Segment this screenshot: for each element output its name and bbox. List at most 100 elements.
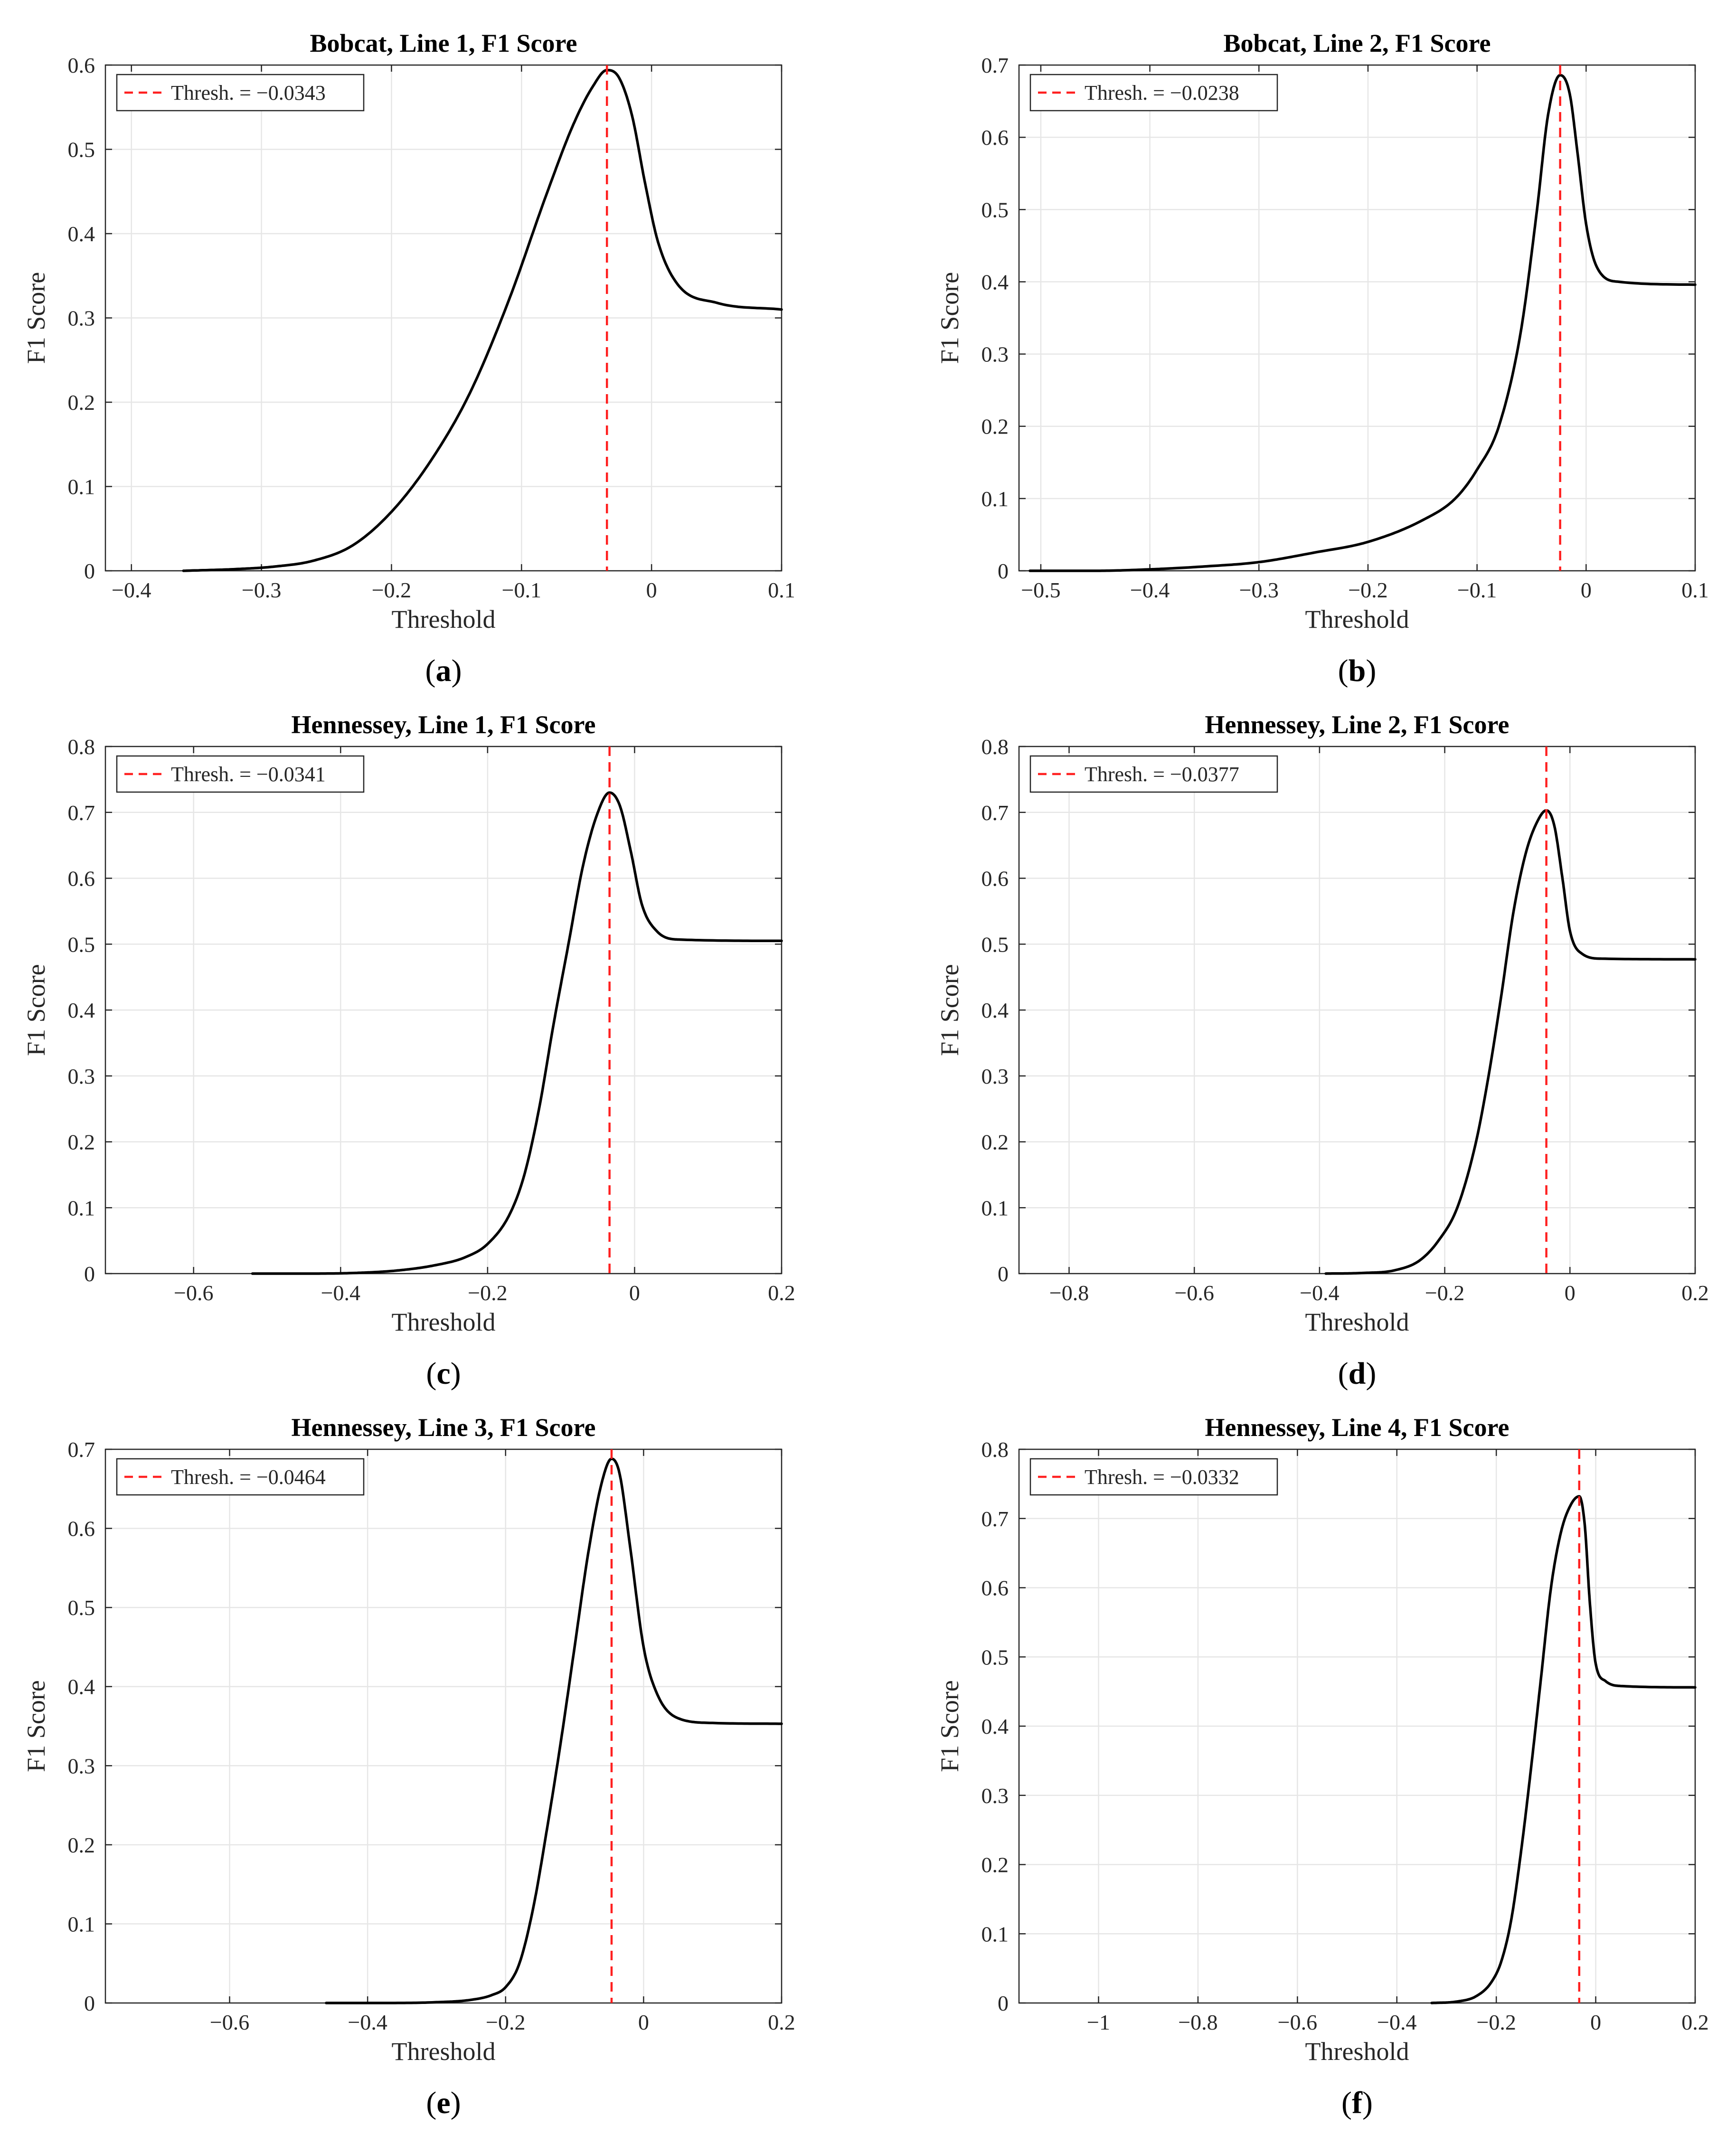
x-axis-label: Threshold	[392, 2037, 496, 2066]
f1-score-curve	[1324, 809, 1697, 1275]
x-tick-label: −0.2	[1348, 578, 1387, 602]
y-tick-label: 0.6	[981, 867, 1009, 891]
x-tick-label: −0.6	[210, 2010, 249, 2034]
x-tick-label: 0	[1590, 2010, 1601, 2034]
legend: Thresh. = −0.0343	[116, 74, 365, 112]
legend: Thresh. = −0.0332	[1029, 1458, 1278, 1496]
y-tick-label: 0.2	[981, 415, 1009, 439]
chart-panel-e: −0.6 −0.4 −0.2 0 0.2 0 0.1 0.2 0.3 0.4 0.5 0.6 0.7 He…	[22, 1413, 795, 2120]
panel-label: (c)	[426, 1356, 461, 1391]
legend: Thresh. = −0.0341	[116, 755, 365, 793]
panel-label: (d)	[1338, 1356, 1377, 1391]
x-tick-label: −0.8	[1178, 2010, 1217, 2034]
legend-label: Thresh. = −0.0343	[171, 81, 326, 104]
x-tick-label: −0.2	[372, 578, 411, 602]
legend: Thresh. = −0.0464	[116, 1458, 365, 1496]
y-tick-label: 0.8	[68, 735, 95, 759]
y-tick-label: 0.2	[68, 390, 95, 415]
panel-label: (b)	[1338, 653, 1377, 688]
y-axis-label: F1 Score	[935, 272, 964, 364]
y-tick-label: 0.2	[68, 1833, 95, 1857]
y-tick-label: 0.3	[68, 1754, 95, 1778]
x-tick-label: −0.2	[1476, 2010, 1516, 2034]
y-tick-label: 0.4	[68, 222, 95, 246]
axes-box	[1018, 64, 1696, 572]
y-tick-label: 0	[84, 1262, 95, 1286]
y-tick-label: 0.2	[981, 1853, 1009, 1877]
x-tick-label: −0.4	[348, 2010, 387, 2034]
x-tick-label: −0.6	[1174, 1281, 1214, 1305]
x-axis-label: Threshold	[1305, 1308, 1409, 1336]
y-tick-label: 0.4	[68, 998, 95, 1022]
y-axis-label: F1 Score	[22, 1680, 50, 1772]
y-tick-label: 0	[998, 1262, 1009, 1286]
y-tick-label: 0.5	[981, 932, 1009, 956]
y-tick-label: 0.1	[981, 1922, 1009, 1946]
x-tick-label: −0.8	[1049, 1281, 1089, 1305]
x-tick-label: −0.1	[502, 578, 541, 602]
legend: Thresh. = −0.0238	[1029, 74, 1278, 112]
x-tick-label: −0.4	[1300, 1281, 1339, 1305]
x-tick-label: 0	[629, 1281, 640, 1305]
legend-label: Thresh. = −0.0377	[1085, 763, 1239, 786]
y-axis-label: F1 Score	[22, 964, 50, 1056]
chart-panel-d: −0.8 −0.6 −0.4 −0.2 0 0.2 0 0.1 0.2 0.3 0.4 0.5 0.6 0…	[935, 710, 1709, 1391]
chart-title: Hennessey, Line 4, F1 Score	[1205, 1413, 1510, 1442]
x-axis-label: Threshold	[392, 1308, 496, 1336]
x-tick-label: −0.4	[112, 578, 151, 602]
x-tick-label: −0.2	[1425, 1281, 1464, 1305]
x-tick-label: −1	[1087, 2010, 1110, 2034]
x-tick-label: 0.1	[768, 578, 795, 602]
y-tick-label: 0.7	[68, 1437, 95, 1462]
y-tick-label: 0.1	[68, 1912, 95, 1936]
f1-score-curve	[182, 68, 783, 572]
plot-area	[105, 1449, 782, 2003]
y-tick-label: 0	[998, 1991, 1009, 2015]
y-tick-label: 0.6	[68, 53, 95, 77]
y-tick-label: 0.7	[981, 53, 1009, 77]
y-tick-label: 0.5	[68, 138, 95, 162]
chart-panel-a: −0.4 −0.3 −0.2 −0.1 0 0.1 0 0.1 0.2 0.3 0.4 0.5 0.6 B…	[22, 29, 795, 688]
legend-label: Thresh. = −0.0341	[171, 763, 326, 786]
y-tick-label: 0.4	[68, 1675, 95, 1699]
x-tick-label: −0.4	[1377, 2010, 1416, 2034]
y-tick-label: 0.2	[981, 1130, 1009, 1154]
y-tick-label: 0.6	[68, 1517, 95, 1541]
x-tick-label: 0	[638, 2010, 649, 2034]
y-tick-label: 0	[84, 559, 95, 583]
y-tick-label: 0.1	[981, 487, 1009, 511]
y-tick-label: 0.7	[981, 1507, 1009, 1531]
x-axis-label: Threshold	[392, 605, 496, 633]
y-tick-label: 0.6	[981, 125, 1009, 150]
y-tick-label: 0.5	[981, 198, 1009, 222]
panel-label: (e)	[426, 2086, 461, 2120]
y-tick-label: 0.5	[68, 1596, 95, 1620]
y-tick-label: 0.3	[981, 342, 1009, 367]
y-tick-label: 0	[998, 559, 1009, 583]
x-tick-label: 0	[646, 578, 657, 602]
f1-score-curve	[325, 1457, 783, 2004]
chart-title: Hennessey, Line 2, F1 Score	[1205, 710, 1510, 739]
y-tick-label: 0.4	[981, 1714, 1009, 1738]
x-tick-label: 0.1	[1681, 578, 1709, 602]
x-tick-label: 0	[1565, 1281, 1576, 1305]
y-tick-label: 0.3	[68, 306, 95, 331]
chart-panel-f: −1 −0.8 −0.6 −0.4 −0.2 0 0.2 0 0.1 0.2 0.3 0.4 0.5 0.…	[935, 1413, 1709, 2120]
chart-title: Bobcat, Line 2, F1 Score	[1224, 29, 1491, 57]
y-axis-label: F1 Score	[935, 964, 964, 1056]
x-tick-label: −0.3	[242, 578, 281, 602]
x-tick-label: −0.6	[1278, 2010, 1317, 2034]
x-tick-label: 0.2	[1681, 1281, 1709, 1305]
y-tick-label: 0.3	[981, 1064, 1009, 1088]
y-tick-label: 0.7	[68, 801, 95, 825]
f1-score-curve	[251, 791, 783, 1275]
panel-label: (f)	[1341, 2086, 1373, 2120]
y-tick-label: 0.8	[981, 735, 1009, 759]
y-axis-label: F1 Score	[22, 272, 50, 364]
x-tick-label: −0.4	[1130, 578, 1170, 602]
y-tick-label: 0.1	[981, 1196, 1009, 1220]
x-tick-label: −0.1	[1457, 578, 1497, 602]
x-tick-label: −0.2	[486, 2010, 525, 2034]
f1-score-curve	[1028, 74, 1697, 572]
